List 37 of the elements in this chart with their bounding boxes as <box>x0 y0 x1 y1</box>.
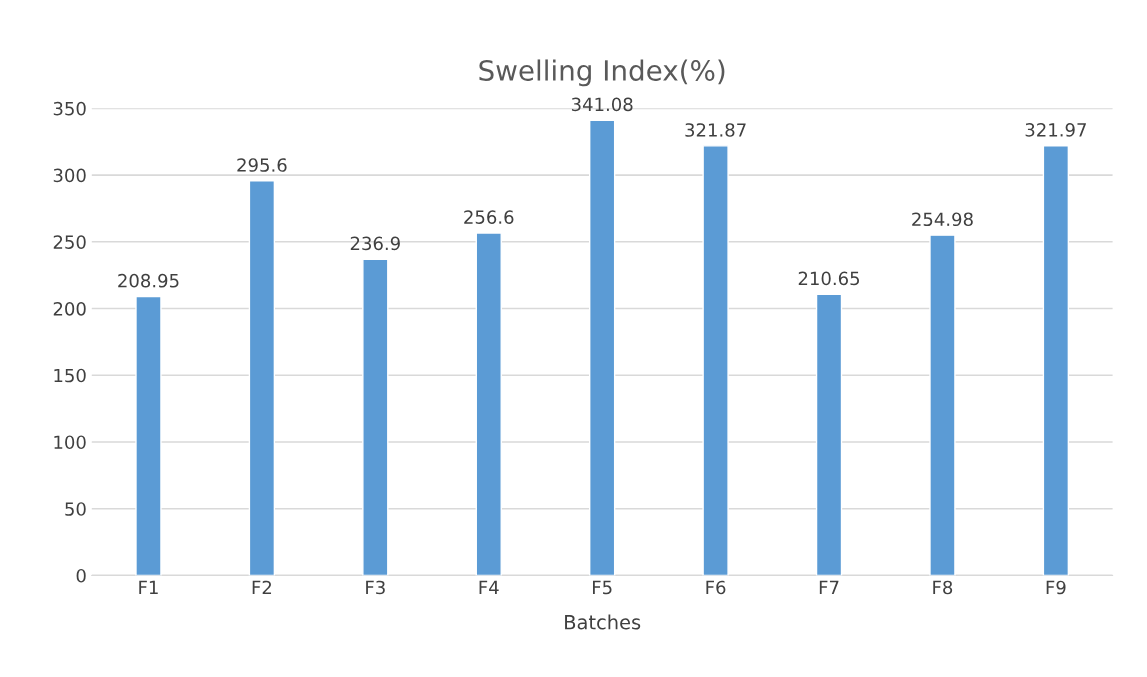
bar <box>589 119 616 576</box>
data-label: 321.97 <box>1025 123 1086 137</box>
bar <box>815 293 843 576</box>
x-tick-label: F8 <box>933 580 953 595</box>
y-tick-label: 100 <box>54 435 86 450</box>
data-label: 341.08 <box>571 97 633 112</box>
bar <box>135 295 162 576</box>
x-tick-label: F7 <box>819 580 839 595</box>
data-label: 295.6 <box>237 158 287 172</box>
bar <box>475 232 502 576</box>
data-label: 236.9 <box>350 236 400 251</box>
y-tick-label: 150 <box>54 368 86 383</box>
x-tick-label: F5 <box>593 580 612 595</box>
data-label: 210.65 <box>798 271 860 286</box>
bar <box>702 145 729 576</box>
y-tick-label: 50 <box>65 502 86 516</box>
x-tick-label: F9 <box>1046 580 1066 595</box>
x-tick-label: F3 <box>366 580 385 595</box>
bar <box>248 180 276 576</box>
y-tick-label: 350 <box>53 101 86 116</box>
data-label: 256.6 <box>464 210 514 224</box>
data-label: 208.95 <box>118 273 179 288</box>
x-tick-label: F1 <box>139 580 158 595</box>
y-tick-label: 250 <box>53 235 86 249</box>
x-tick-label: F6 <box>706 580 726 595</box>
y-tick-label: 300 <box>53 168 86 183</box>
chart-title: Swelling Index(%) <box>479 59 725 87</box>
y-tick-label: 200 <box>53 301 86 316</box>
bar <box>1042 145 1070 576</box>
x-tick-label: F4 <box>479 580 499 595</box>
data-label: 321.87 <box>685 123 746 137</box>
y-tick-label: 0 <box>76 568 86 583</box>
x-axis-title: Batches <box>565 614 641 630</box>
x-tick-label: F2 <box>252 580 272 595</box>
bar <box>929 234 956 576</box>
bar <box>362 258 389 576</box>
data-label: 254.98 <box>912 212 973 227</box>
